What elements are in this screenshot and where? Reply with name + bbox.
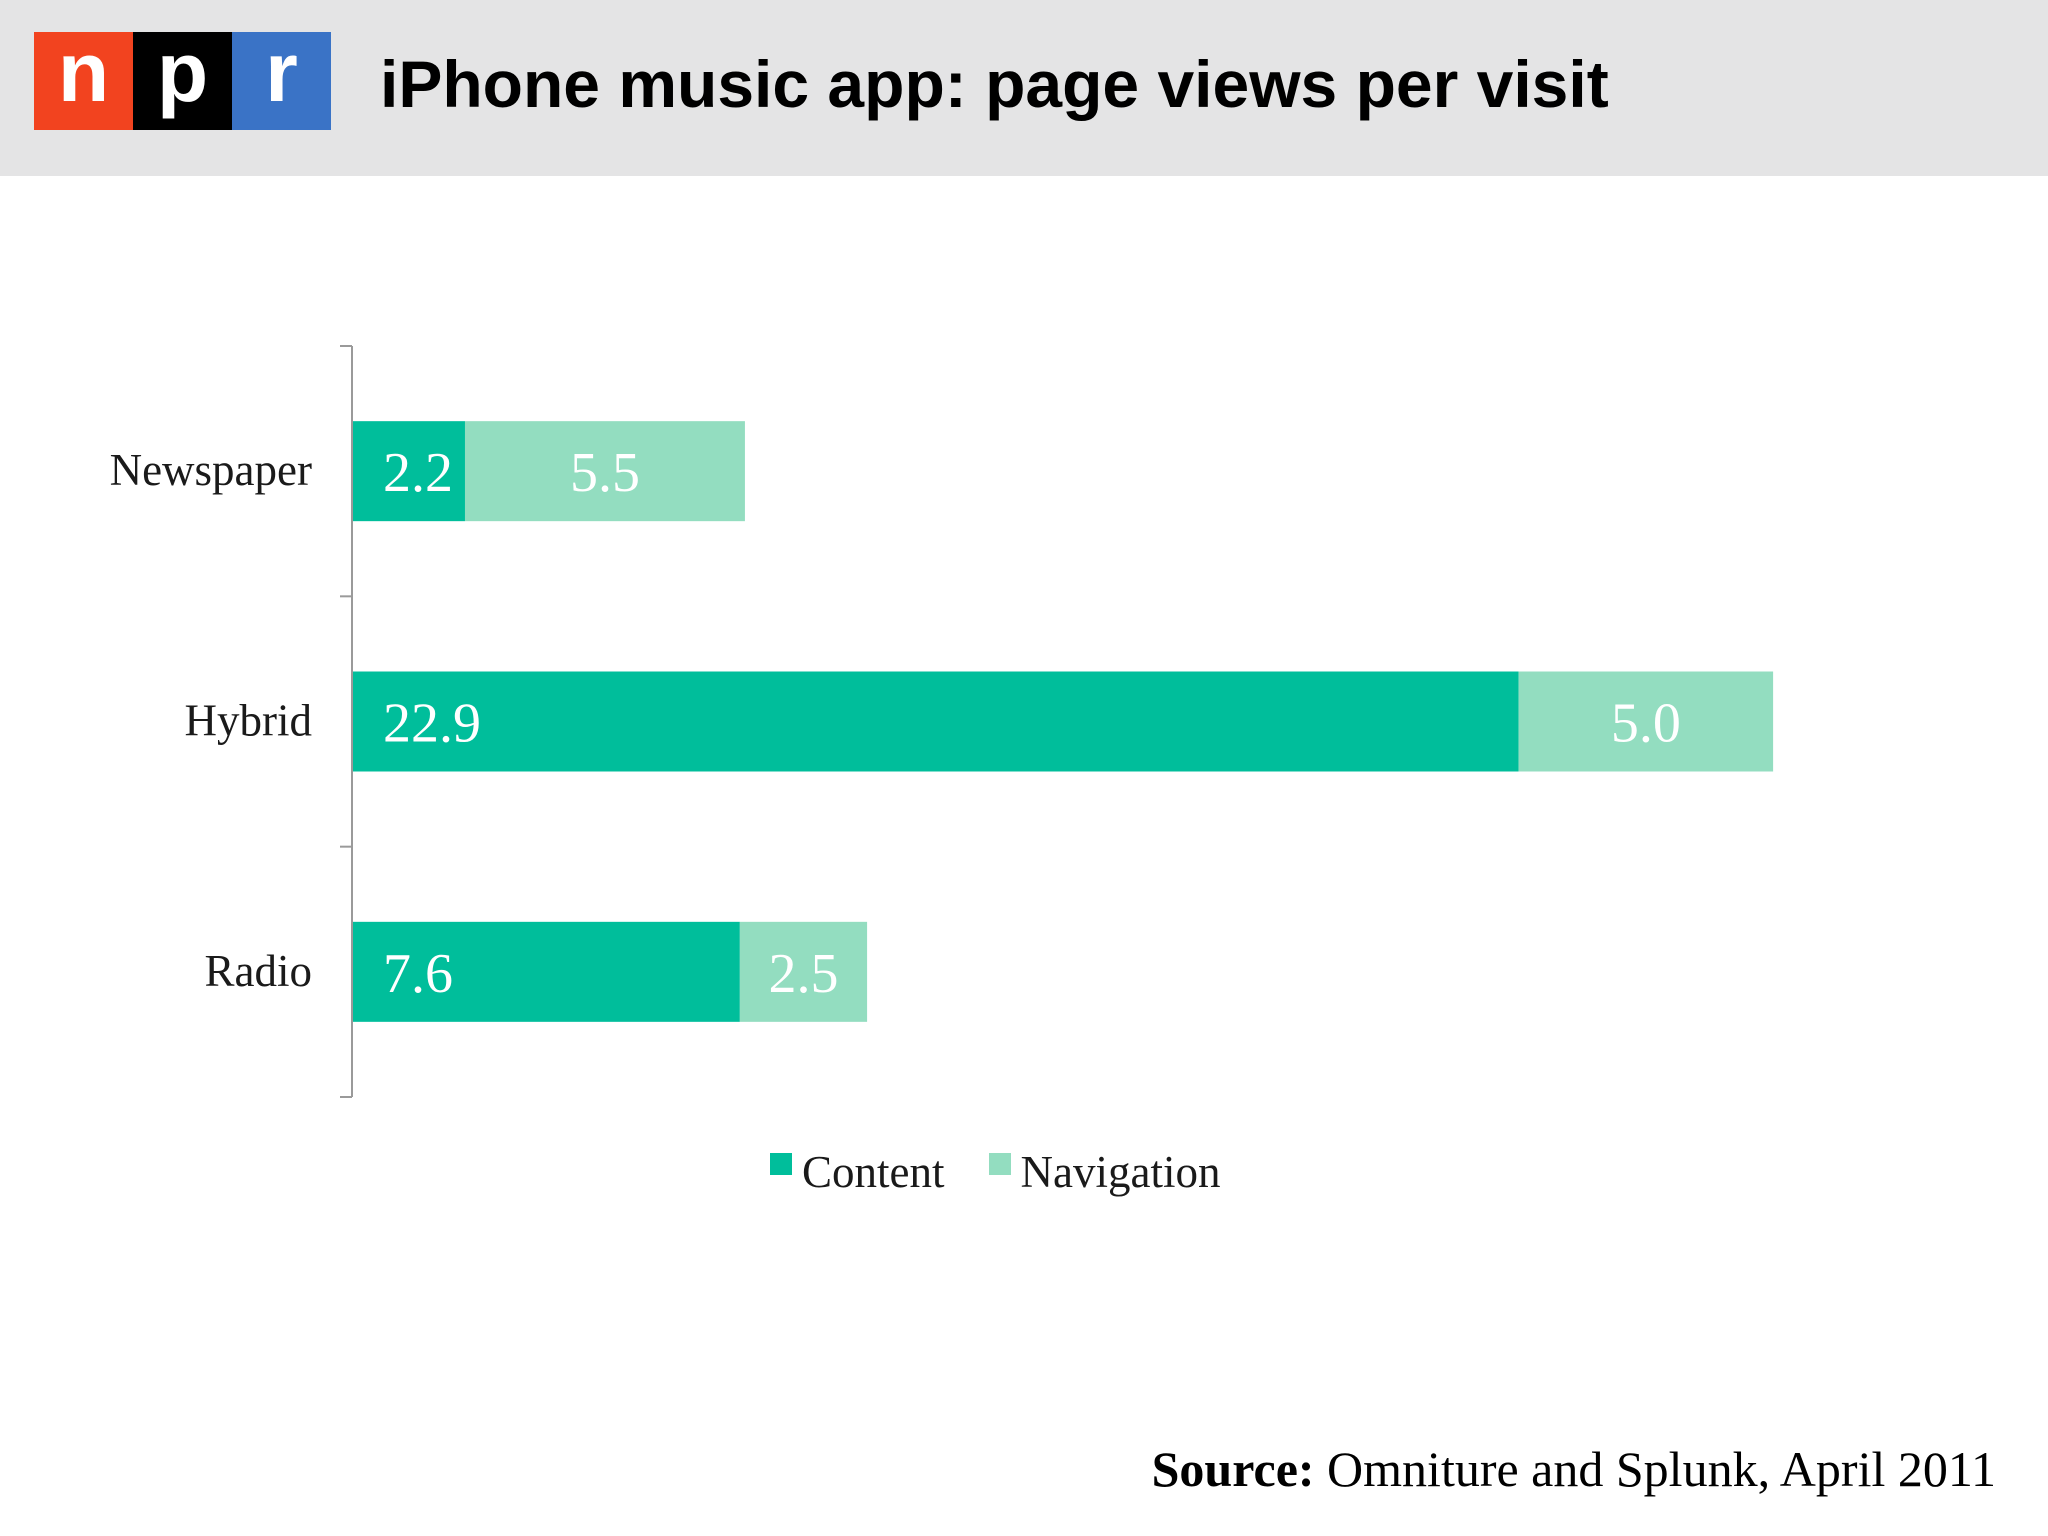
legend-swatch-navigation [988, 1153, 1011, 1175]
bar-value-label: 7.6 [383, 943, 453, 1005]
category-label: Newspaper [110, 445, 312, 495]
bar-segment-navigation [464, 421, 745, 522]
logo-letter-r: r [232, 30, 331, 130]
header-bar: n p r iPhone music app: page views per v… [0, 0, 2048, 176]
legend-swatch-content [770, 1153, 792, 1175]
bar-value-label: 5.0 [1611, 693, 1681, 755]
category-label: Radio [205, 946, 313, 996]
logo-letter-n: n [34, 30, 133, 130]
legend-item-navigation: Navigation [988, 1146, 1221, 1198]
bar-value-label: 2.5 [768, 943, 838, 1005]
npr-logo: n p r [34, 30, 331, 130]
bar-segment-content [353, 921, 740, 1022]
bar-segment-content [353, 421, 465, 522]
bar-segment-content [353, 671, 1519, 772]
source-label: Source: [1151, 1441, 1315, 1497]
legend-item-content: Content [770, 1146, 945, 1198]
bar-value-label: 5.5 [570, 442, 640, 504]
logo-letter-p: p [133, 30, 232, 130]
category-label: Hybrid [185, 696, 313, 746]
bar-value-label: 2.2 [383, 442, 453, 504]
legend-label-content: Content [802, 1147, 945, 1197]
chart-legend: Content Navigation [770, 1146, 1264, 1198]
bar-value-label: 22.9 [383, 693, 481, 755]
slide-title: iPhone music app: page views per visit [380, 47, 1609, 121]
source-text: Omniture and Splunk, April 2011 [1327, 1441, 1996, 1497]
source-note: Source: Omniture and Splunk, April 2011 [1152, 1440, 1996, 1498]
bar-segment-navigation [1518, 671, 1774, 772]
legend-label-navigation: Navigation [1020, 1147, 1221, 1197]
bar-segment-navigation [739, 921, 868, 1022]
